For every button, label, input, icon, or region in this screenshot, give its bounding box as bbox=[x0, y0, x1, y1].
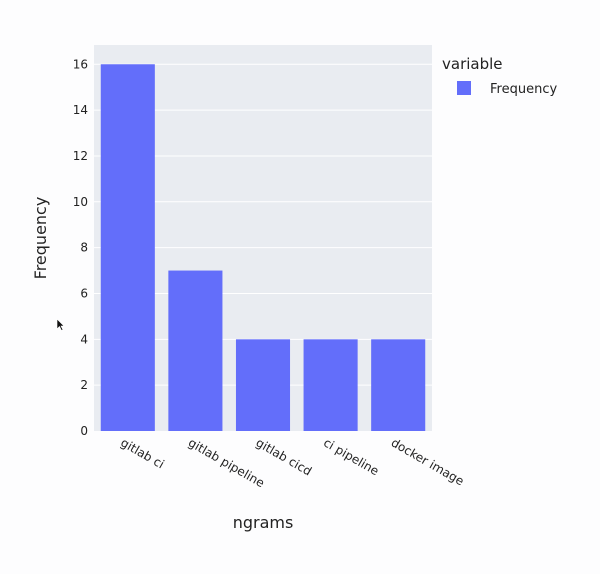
bar-gitlab-ci[interactable] bbox=[100, 64, 155, 432]
bar-gitlab-pipeline[interactable] bbox=[168, 270, 223, 431]
y-tick-label: 14 bbox=[73, 103, 88, 117]
legend-title: variable bbox=[442, 55, 503, 73]
y-tick-label: 0 bbox=[80, 424, 88, 438]
y-tick-label: 4 bbox=[80, 332, 88, 346]
mouse-cursor-icon bbox=[56, 318, 65, 331]
y-tick-label: 16 bbox=[73, 57, 88, 71]
x-tick-label: gitlab ci bbox=[118, 435, 166, 471]
y-tick-label: 10 bbox=[73, 195, 88, 209]
y-tick-label: 8 bbox=[80, 241, 88, 255]
y-axis-title: Frequency bbox=[31, 197, 50, 280]
x-tick-label: gitlab cicd bbox=[254, 435, 315, 478]
x-tick-label: docker image bbox=[389, 435, 467, 488]
bar-docker-image[interactable] bbox=[371, 339, 426, 431]
y-tick-label: 2 bbox=[80, 378, 88, 392]
x-tick-label: ci pipeline bbox=[321, 435, 381, 478]
x-axis-title: ngrams bbox=[233, 513, 294, 532]
bar-gitlab-cicd[interactable] bbox=[235, 339, 291, 431]
y-tick-label: 6 bbox=[80, 286, 88, 300]
legend-label-frequency[interactable]: Frequency bbox=[490, 82, 557, 97]
bar-ci-pipeline[interactable] bbox=[303, 339, 358, 431]
y-tick-label: 12 bbox=[73, 149, 88, 163]
legend-swatch-frequency[interactable] bbox=[457, 81, 471, 95]
